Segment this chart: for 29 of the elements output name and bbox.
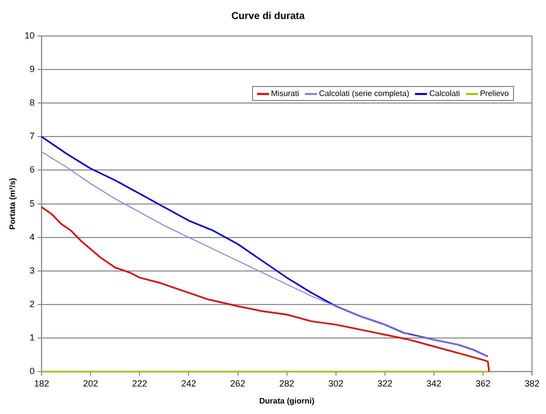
x-tick-label: 342	[426, 378, 442, 388]
y-tick-label: 4	[30, 232, 35, 242]
x-axis-title: Durata (giorni)	[259, 396, 315, 406]
legend-label: Calcolati (serie completa)	[319, 89, 410, 98]
x-tick-label: 202	[83, 378, 98, 388]
x-tick-label: 322	[377, 378, 392, 388]
x-tick-label: 262	[230, 378, 246, 388]
y-tick-label: 1	[30, 332, 35, 343]
x-tick-label: 382	[524, 378, 540, 388]
legend-label: Prelievo	[480, 89, 509, 98]
y-tick-label: 3	[30, 265, 35, 276]
y-tick-label: 0	[30, 366, 35, 376]
y-axis-title: Portata (m³/s)	[8, 178, 18, 230]
y-tick-label: 9	[30, 64, 35, 74]
y-tick-label: 2	[30, 298, 35, 309]
legend-label: Misurati	[271, 89, 300, 98]
y-tick-label: 7	[30, 131, 35, 142]
y-tick-label: 6	[30, 164, 35, 175]
x-tick-label: 242	[181, 378, 196, 388]
x-tick-label: 222	[132, 378, 148, 388]
chart-title: Curve di durata	[231, 10, 306, 22]
x-tick-label: 362	[475, 378, 490, 388]
y-tick-label: 5	[30, 198, 35, 208]
legend-label: Calcolati	[429, 89, 460, 98]
x-tick-label: 302	[328, 378, 344, 388]
x-tick-label: 282	[279, 378, 294, 388]
y-tick-label: 8	[30, 98, 35, 108]
x-tick-label: 182	[34, 378, 50, 388]
y-tick-label: 10	[24, 30, 35, 40]
